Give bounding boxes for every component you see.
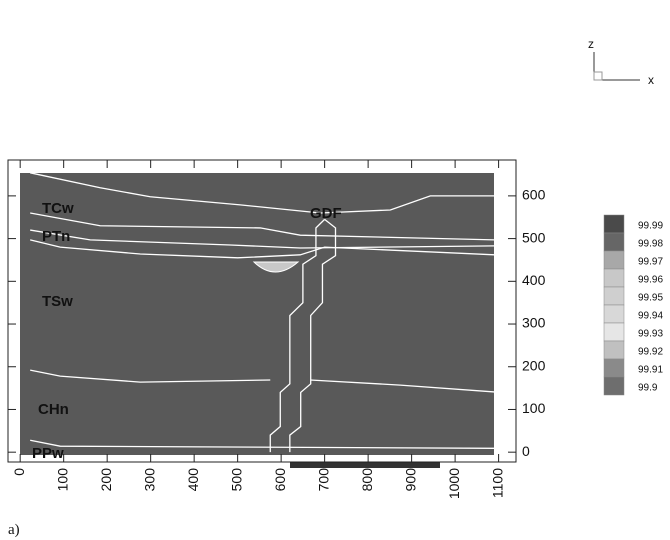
y-tick-label: 500: [522, 229, 546, 245]
layer-label: CHn: [38, 401, 69, 418]
layer-label: PPw: [32, 445, 64, 462]
y-tick-label: 600: [522, 187, 546, 203]
y-tick-label: 200: [522, 357, 546, 373]
colorbar-label: 99.95: [638, 293, 663, 304]
x-tick-label: 1000: [446, 468, 462, 499]
colorbar-label: 99.99: [638, 221, 663, 232]
colorbar-label: 99.93: [638, 329, 663, 340]
x-tick-label: 100: [54, 468, 70, 492]
layer-label: TCw: [42, 200, 74, 217]
layer-label: TSw: [42, 293, 73, 310]
dark-band: [290, 462, 440, 468]
colorbar-label: 99.92: [638, 347, 663, 358]
boundary-line: [30, 229, 495, 249]
boundary-line: [310, 379, 495, 393]
colorbar-band: [603, 232, 625, 252]
colorbar-band: [603, 376, 625, 396]
triad-label: z: [588, 37, 594, 51]
colorbar-label: 99.97: [638, 257, 663, 268]
boundary-line: [30, 239, 495, 259]
colorbar-label: 99.91: [638, 365, 663, 376]
colorbar-band: [603, 304, 625, 324]
boundary-line: [30, 212, 495, 241]
layer-label: GDF: [310, 205, 342, 222]
colorbar-label: 99.94: [638, 311, 663, 322]
colorbar-band: [603, 268, 625, 288]
y-tick-label: 300: [522, 315, 546, 331]
x-tick-label: 200: [98, 468, 114, 492]
x-tick-label: 400: [185, 468, 201, 492]
colorbar-label: 99.9: [638, 383, 658, 394]
colorbar-band: [603, 286, 625, 306]
colorbar-band: [603, 214, 625, 234]
x-tick-label: 500: [228, 468, 244, 492]
triad-label: x: [648, 73, 654, 87]
y-tick-label: 400: [522, 272, 546, 288]
lens: [252, 261, 300, 273]
y-tick-label: 100: [522, 400, 546, 416]
boundary-line: [30, 172, 495, 214]
axis-triad: z x: [588, 37, 654, 87]
boundary-line: [30, 439, 495, 449]
layer-label: PTn: [42, 228, 70, 245]
frame: [7, 159, 517, 463]
x-tick-label: 700: [315, 468, 331, 492]
colorbar-band: [603, 322, 625, 342]
colorbar-label: 99.96: [638, 275, 663, 286]
colorbar-band: [603, 340, 625, 360]
x-tick-label: 300: [141, 468, 157, 492]
x-tick-label: 800: [359, 468, 375, 492]
section-fill: [20, 173, 494, 455]
boundary-line: [30, 369, 271, 383]
x-tick-label: 0: [11, 468, 27, 476]
boundary-line: [289, 218, 337, 453]
boundary-line: [269, 218, 326, 453]
colorbar-label: 99.98: [638, 239, 663, 250]
colorbar-band: [603, 250, 625, 270]
x-tick-label: 600: [272, 468, 288, 492]
x-tick-label: 900: [402, 468, 418, 492]
y-tick-label: 0: [522, 443, 530, 459]
plot: [30, 172, 495, 453]
x-tick-label: 1100: [489, 468, 505, 498]
colorbar-band: [603, 358, 625, 378]
caption: a): [8, 522, 20, 538]
triad-box: [593, 71, 603, 81]
